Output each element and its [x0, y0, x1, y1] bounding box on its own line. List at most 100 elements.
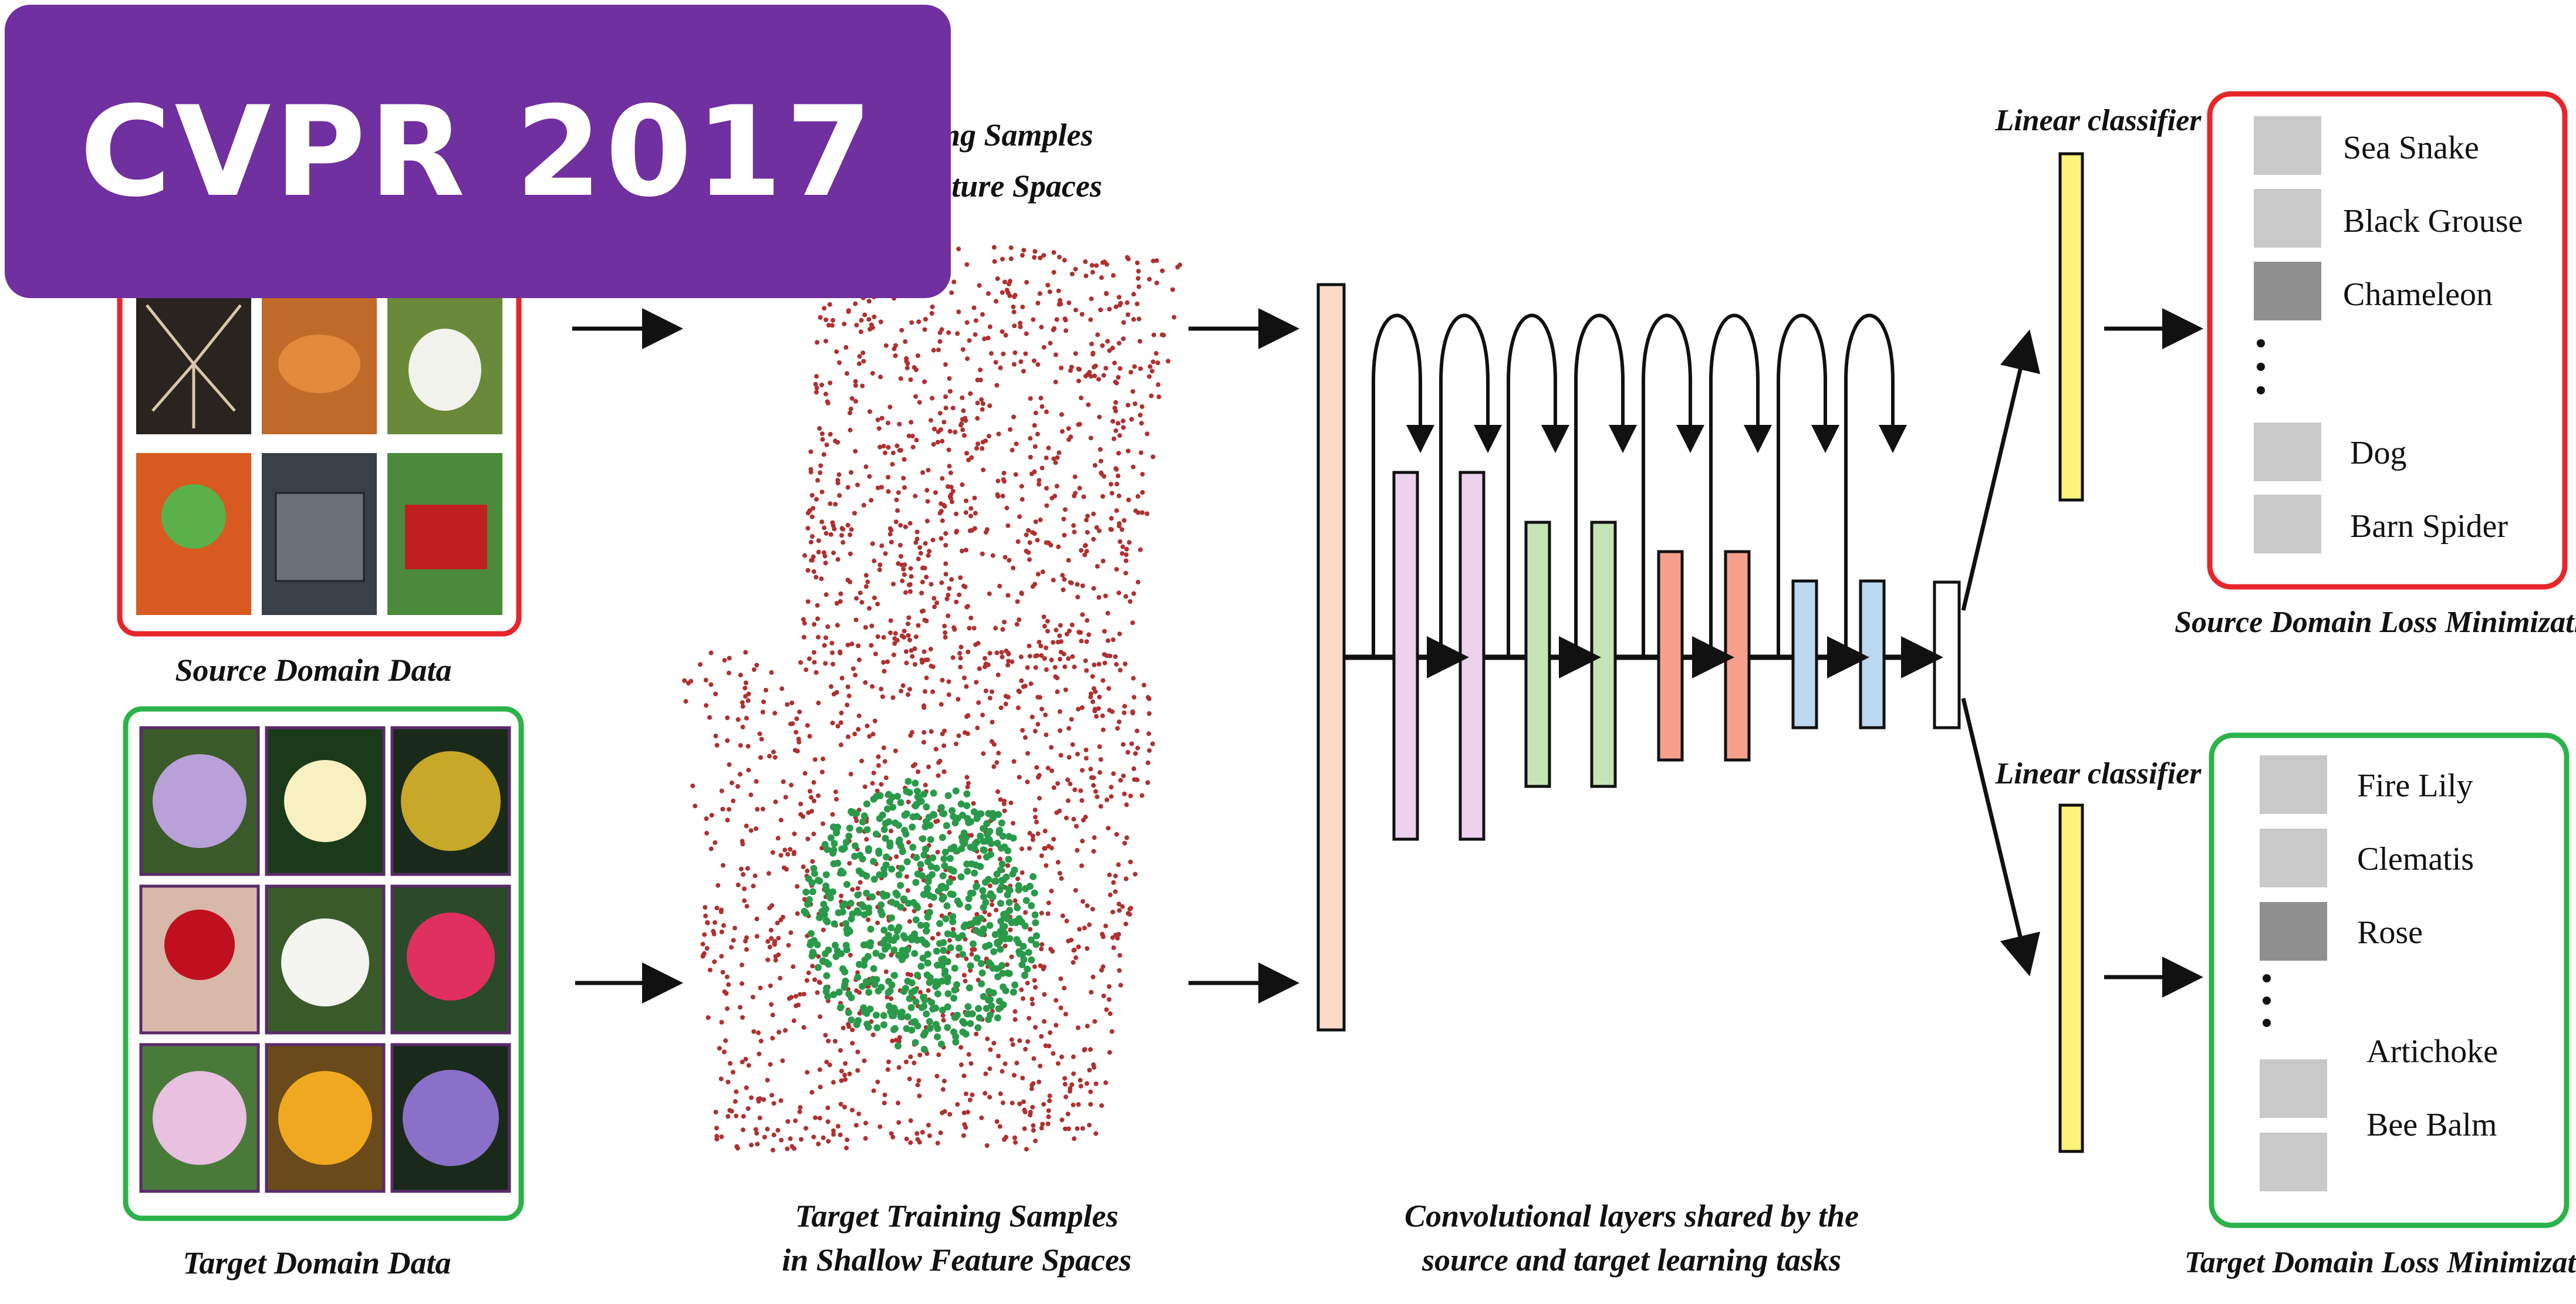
source-sample-point: [740, 700, 745, 705]
source-sample-point: [975, 400, 980, 406]
source-sample-point: [1126, 448, 1131, 454]
source-sample-point: [964, 956, 969, 961]
source-sample-point: [1062, 985, 1067, 991]
source-sample-point: [1071, 1071, 1076, 1076]
source-sample-point: [698, 662, 703, 667]
source-sample-point: [1047, 1098, 1052, 1103]
source-sample-point: [1072, 787, 1078, 792]
source-sample-point: [1001, 477, 1006, 482]
source-sample-point: [949, 290, 954, 295]
source-sample-point: [830, 317, 836, 323]
target-sample-point: [991, 931, 999, 938]
source-sample-point: [1093, 1131, 1099, 1136]
source-sample-point: [1033, 1025, 1038, 1030]
source-sample-point: [801, 992, 806, 996]
source-sample-point: [853, 383, 858, 388]
source-sample-point: [1081, 817, 1086, 823]
source-sample-point: [711, 928, 716, 934]
source-sample-point: [964, 498, 969, 504]
source-sample-point: [907, 687, 913, 692]
source-sample-point: [703, 913, 708, 918]
source-sample-point: [1131, 292, 1136, 297]
source-sample-point: [1150, 359, 1156, 364]
target-sample-point: [944, 792, 952, 799]
source-sample-point: [1019, 870, 1025, 875]
source-sample-point: [771, 1101, 776, 1106]
source-sample-point: [1131, 766, 1136, 771]
source-sample-point: [1156, 394, 1162, 400]
target-score-3: [2260, 902, 2327, 961]
source-sample-point: [704, 946, 710, 951]
source-sample-point: [964, 684, 969, 689]
target-sample-point: [934, 887, 942, 895]
source-sample-point: [1123, 661, 1127, 667]
source-sample-point: [1147, 364, 1153, 369]
source-sample-point: [1037, 482, 1042, 487]
target-loss-label: Target Domain Loss Minimization: [2185, 1246, 2576, 1279]
source-sample-point: [834, 601, 839, 606]
target-sample-point: [998, 962, 1006, 969]
source-sample-point: [1010, 448, 1015, 452]
source-sample-point: [811, 1134, 816, 1140]
source-sample-point: [848, 427, 853, 433]
source-sample-point: [936, 1052, 941, 1058]
source-sample-point: [785, 1146, 790, 1151]
source-sample-point: [830, 812, 835, 817]
feature-space-scatter: [682, 245, 1183, 1153]
source-sample-point: [1014, 441, 1019, 447]
source-sample-point: [1136, 579, 1140, 585]
target-sample-point: [865, 908, 873, 916]
source-sample-point: [1061, 516, 1066, 522]
source-sample-point: [850, 1107, 855, 1113]
source-sample-point: [755, 807, 760, 812]
source-sample-point: [906, 615, 911, 620]
source-sample-point: [963, 585, 968, 589]
source-sample-point: [995, 673, 1001, 677]
source-sample-point: [729, 781, 734, 785]
source-sample-point: [885, 659, 890, 664]
source-sample-point: [1000, 627, 1005, 632]
target-sample-point: [944, 1003, 951, 1011]
source-sample-point: [1038, 517, 1043, 522]
target-sample-point: [960, 829, 968, 837]
source-sample-point: [1070, 654, 1075, 659]
source-sample-point: [744, 1085, 749, 1090]
source-sample-point: [724, 991, 729, 996]
target-sample-point: [873, 976, 880, 984]
source-sample-point: [1115, 421, 1120, 426]
source-sample-point: [812, 650, 816, 655]
source-sample-point: [1126, 256, 1131, 262]
source-sample-point: [998, 797, 1003, 802]
source-sample-point: [997, 583, 1002, 589]
source-sample-point: [1120, 418, 1126, 424]
target-sample-point: [877, 952, 885, 960]
target-sample-point: [970, 940, 977, 948]
source-sample-point: [1142, 683, 1147, 688]
target-sample-point: [923, 884, 931, 892]
target-sample-point: [926, 892, 934, 900]
source-sample-point: [881, 660, 886, 665]
source-sample-point: [883, 775, 889, 781]
target-sample-point: [894, 1042, 902, 1050]
source-sample-point: [965, 785, 970, 789]
target-sample-point: [912, 998, 920, 1006]
source-sample-point: [1091, 783, 1096, 788]
target-sample-point: [892, 889, 900, 897]
source-sample-point: [965, 604, 970, 609]
source-sample-point: [974, 1031, 979, 1036]
source-sample-point: [791, 964, 796, 969]
source-sample-point: [879, 687, 884, 692]
source-sample-point: [1051, 270, 1056, 275]
target-sample-point: [843, 881, 850, 888]
source-sample-point: [1056, 302, 1062, 307]
source-sample-point: [745, 866, 750, 871]
source-sample-point: [1106, 997, 1112, 1002]
source-sample-point: [1155, 360, 1160, 366]
source-sample-point: [819, 383, 825, 387]
target-sample-point: [909, 823, 916, 831]
source-sample-point: [1066, 300, 1072, 305]
source-sample-point: [1103, 1080, 1108, 1085]
source-sample-point: [1086, 402, 1091, 407]
source-sample-point: [1005, 523, 1011, 528]
source-sample-point: [1046, 1114, 1051, 1119]
